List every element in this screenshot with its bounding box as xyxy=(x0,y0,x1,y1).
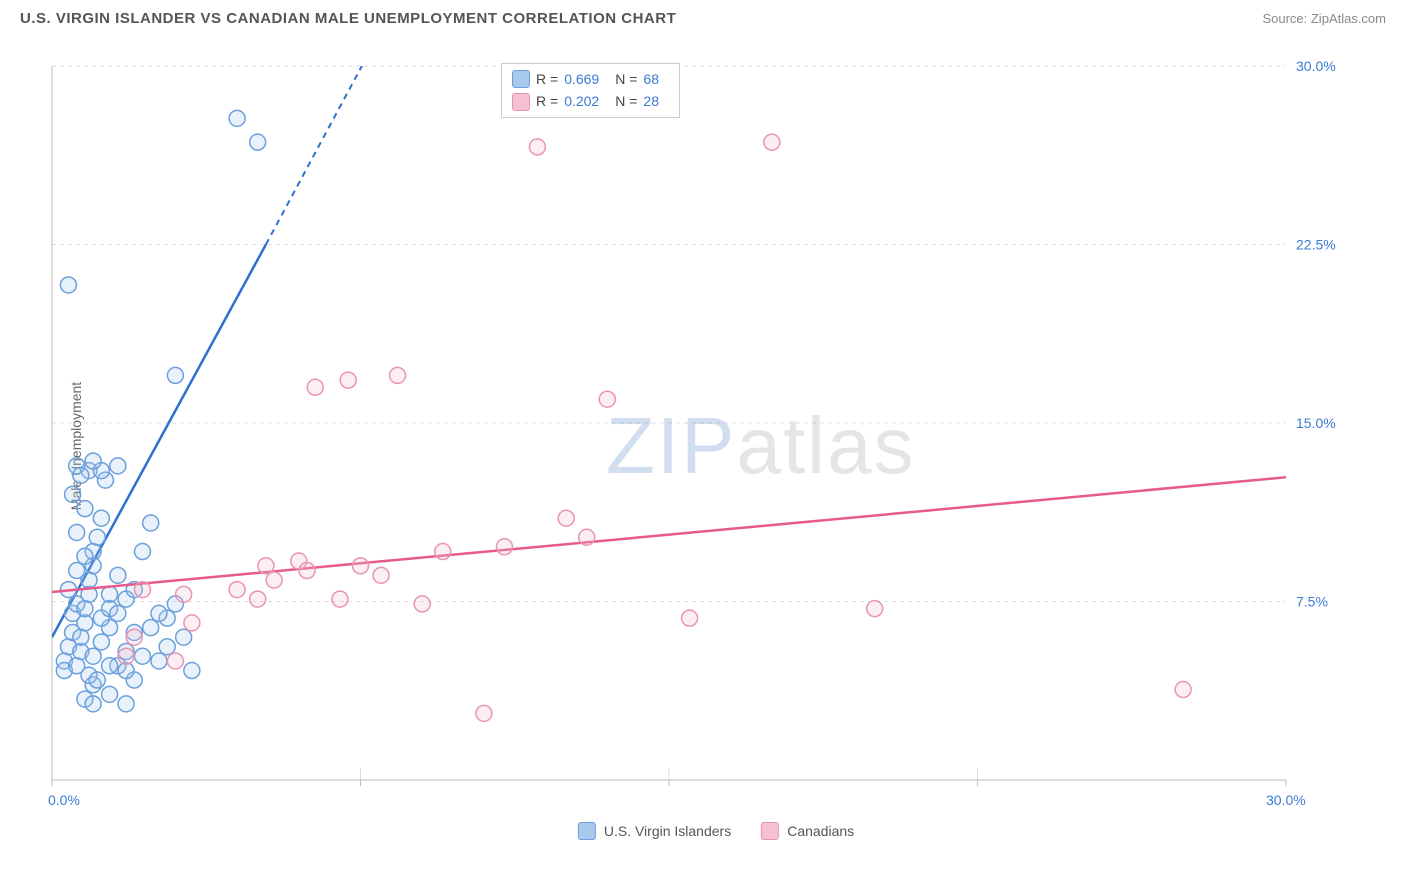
legend-stats-row: R = 0.202 N = 28 xyxy=(512,90,669,112)
r-value: 0.202 xyxy=(564,90,599,112)
n-value: 68 xyxy=(643,68,659,90)
legend-series: U.S. Virgin Islanders Canadians xyxy=(578,822,854,840)
legend-swatch xyxy=(761,822,779,840)
legend-stats-box: R = 0.669 N = 68 R = 0.202 N = 28 xyxy=(501,63,680,118)
chart-area: 7.5%15.0%22.5%30.0% ZIPatlas R =0.669N =… xyxy=(46,60,1386,840)
legend-swatch xyxy=(512,93,530,111)
svg-text:22.5%: 22.5% xyxy=(1296,237,1336,253)
n-label: N = xyxy=(615,68,637,90)
scatter-plot-svg: 7.5% 15.0% 22.5% 30.0% xyxy=(46,60,1356,820)
r-value: 0.669 xyxy=(564,68,599,90)
legend-swatch xyxy=(512,70,530,88)
svg-text:7.5%: 7.5% xyxy=(1296,594,1328,610)
n-label: N = xyxy=(615,90,637,112)
r-label: R = xyxy=(536,90,558,112)
x-axis-min-label: 0.0% xyxy=(48,792,80,808)
svg-text:30.0%: 30.0% xyxy=(1296,60,1336,74)
legend-item: U.S. Virgin Islanders xyxy=(578,822,731,840)
legend-item: Canadians xyxy=(761,822,854,840)
n-value: 28 xyxy=(643,90,659,112)
chart-header: U.S. VIRGIN ISLANDER VS CANADIAN MALE UN… xyxy=(0,0,1406,33)
legend-stats-row: R = 0.669 N = 68 xyxy=(512,68,669,90)
r-label: R = xyxy=(536,68,558,90)
svg-text:15.0%: 15.0% xyxy=(1296,415,1336,431)
legend-label: U.S. Virgin Islanders xyxy=(604,823,731,839)
x-axis-max-label: 30.0% xyxy=(1266,792,1306,808)
chart-source: Source: ZipAtlas.com xyxy=(1262,11,1386,26)
chart-title: U.S. VIRGIN ISLANDER VS CANADIAN MALE UN… xyxy=(20,10,676,27)
legend-swatch xyxy=(578,822,596,840)
legend-label: Canadians xyxy=(787,823,854,839)
